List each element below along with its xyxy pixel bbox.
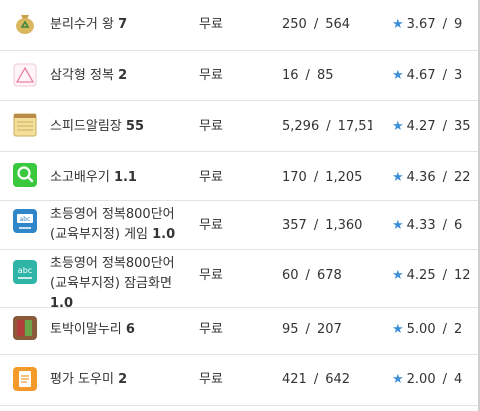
list-item[interactable]: 스피드알림장 55 무료 5,296/17,519 ★4.27/35 [0, 101, 478, 152]
scroll-divider [478, 0, 480, 411]
price: 무료 [199, 170, 223, 185]
list-item[interactable]: 토박이말누리 6 무료 95/207 ★ 5.00/2 [0, 308, 478, 355]
price: 무료 [199, 68, 223, 83]
list-item[interactable]: 소고배우기 1.1 무료 170/1,205 ★ 4.36/22 [0, 152, 478, 201]
rating: ★ 4.33/6 [392, 218, 463, 233]
star-icon: ★ [392, 268, 404, 283]
triangle-icon [13, 63, 37, 87]
rating: ★ 3.67/9 [392, 17, 463, 32]
rating: ★ 4.25/12 [392, 268, 471, 283]
download-count: 250/564 [282, 17, 351, 32]
star-icon: ★ [392, 17, 404, 32]
price: 무료 [199, 372, 223, 387]
star-icon: ★ [392, 218, 404, 233]
list-item[interactable]: abc 초등영어 정복800단어 (교육부지정) 잠금화면 1.0 무료 60/… [0, 250, 478, 308]
app-name[interactable]: 초등영어 정복800단어 (교육부지정) 잠금화면 1.0 [50, 256, 175, 308]
download-count: 60/678 [282, 268, 342, 283]
rating: ★ 5.00/2 [392, 322, 463, 337]
star-icon: ★ [392, 372, 404, 387]
download-count: 357/1,360 [282, 218, 363, 233]
download-count: 170/1,205 [282, 170, 363, 185]
abc-game-icon: abc [13, 209, 37, 233]
app-name[interactable]: 토박이말누리 6 [50, 322, 135, 337]
price: 무료 [199, 218, 223, 233]
recycle-bag-icon [13, 11, 37, 35]
list-item[interactable]: 분리수거 왕 7 무료 250/564 ★ 3.67/9 [0, 0, 478, 51]
app-name[interactable]: 삼각형 정복 2 [50, 68, 128, 83]
download-count: 5,296/17,519 [282, 119, 372, 134]
abc-lock-icon: abc [13, 260, 37, 284]
download-count: 95/207 [282, 322, 342, 337]
notepad-icon [13, 113, 37, 137]
download-count: 421/642 [282, 372, 351, 387]
book-icon [13, 316, 37, 340]
svg-text:abc: abc [20, 216, 31, 223]
app-name[interactable]: 초등영어 정복800단어 (교육부지정) 게임 1.0 [50, 207, 176, 242]
price: 무료 [199, 322, 223, 337]
document-icon [13, 367, 37, 391]
search-icon [13, 163, 37, 187]
app-name[interactable]: 소고배우기 1.1 [50, 170, 137, 185]
rating: ★ 2.00/4 [392, 372, 463, 387]
star-icon: ★ [392, 68, 404, 83]
list-item[interactable]: 삼각형 정복 2 무료 16/85 ★ 4.67/3 [0, 51, 478, 101]
price: 무료 [199, 268, 223, 283]
star-icon: ★ [392, 322, 404, 337]
price: 무료 [199, 119, 223, 134]
app-name[interactable]: 분리수거 왕 7 [50, 17, 128, 32]
svg-text:abc: abc [18, 266, 32, 275]
list-item[interactable]: abc 초등영어 정복800단어 (교육부지정) 게임 1.0 무료 357/1… [0, 201, 478, 250]
rating: ★ 4.67/3 [392, 68, 463, 83]
star-icon: ★ [392, 119, 404, 134]
app-name[interactable]: 스피드알림장 55 [50, 119, 144, 134]
app-name[interactable]: 평가 도우미 2 [50, 372, 128, 387]
rating: ★ 4.27/35 [392, 119, 471, 134]
rating: ★ 4.36/22 [392, 170, 471, 185]
list-item[interactable]: 평가 도우미 2 무료 421/642 ★ 2.00/4 [0, 355, 478, 406]
price: 무료 [199, 17, 223, 32]
star-icon: ★ [392, 170, 404, 185]
download-count: 16/85 [282, 68, 334, 83]
